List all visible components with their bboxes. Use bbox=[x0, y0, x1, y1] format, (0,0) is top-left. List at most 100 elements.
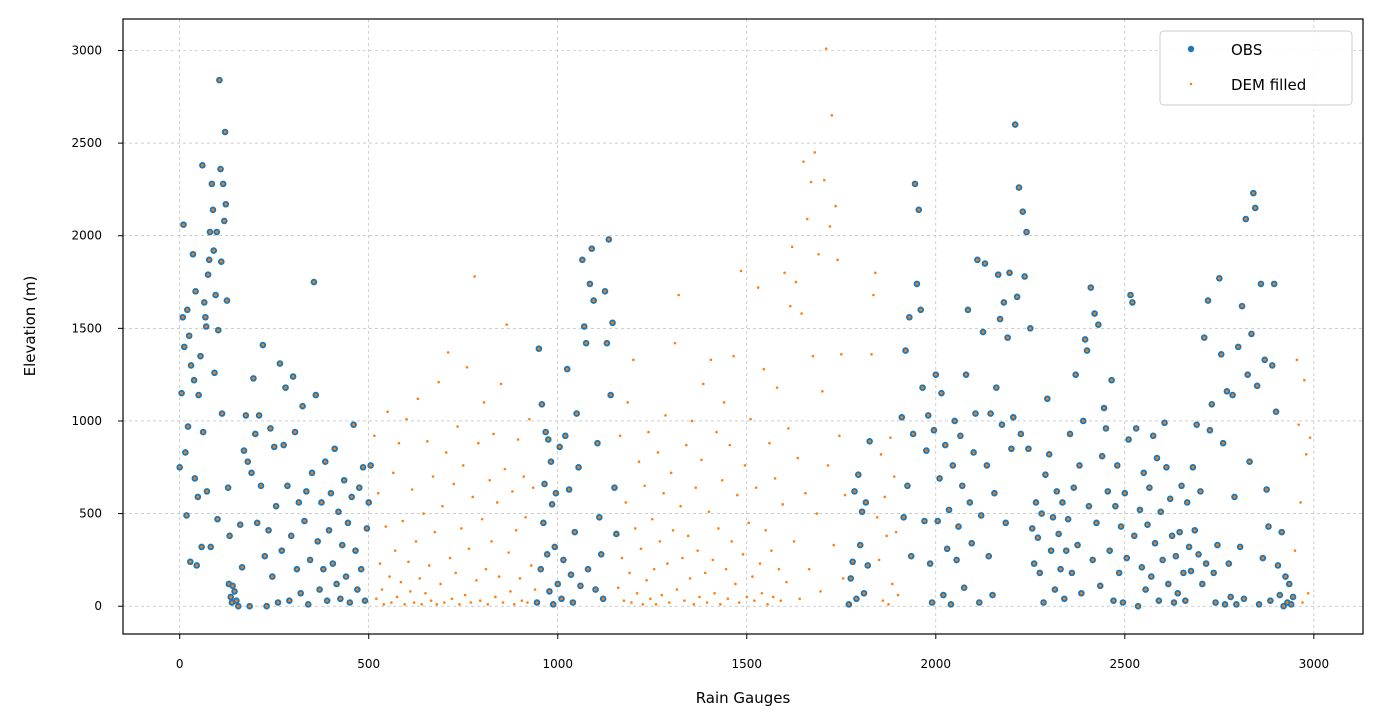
dem-point bbox=[684, 443, 688, 447]
obs-point bbox=[226, 532, 233, 540]
obs-point bbox=[866, 438, 873, 445]
obs-point bbox=[998, 421, 1006, 428]
obs-point bbox=[211, 369, 218, 377]
obs-point bbox=[1172, 552, 1180, 560]
dem-point bbox=[639, 547, 643, 551]
dem-point bbox=[700, 458, 703, 462]
obs-point bbox=[1066, 430, 1074, 438]
obs-point bbox=[1155, 597, 1163, 604]
obs-point bbox=[194, 493, 202, 501]
obs-point bbox=[182, 449, 189, 456]
obs-point bbox=[340, 476, 348, 484]
dem-point bbox=[877, 558, 881, 562]
dem-point bbox=[802, 160, 805, 163]
obs-point bbox=[1231, 493, 1238, 501]
obs-point bbox=[549, 601, 557, 608]
obs-point bbox=[257, 482, 265, 490]
dem-point bbox=[499, 382, 503, 386]
dem-point bbox=[407, 560, 410, 564]
obs-point bbox=[849, 558, 856, 566]
dem-point bbox=[669, 471, 673, 475]
obs-point bbox=[1267, 597, 1274, 604]
obs-point bbox=[994, 271, 1002, 278]
obs-point bbox=[898, 413, 906, 421]
dem-point bbox=[737, 601, 741, 604]
obs-point bbox=[542, 428, 549, 436]
obs-point bbox=[1149, 432, 1157, 440]
dem-point bbox=[839, 352, 843, 356]
obs-point bbox=[533, 599, 541, 606]
dem-point bbox=[711, 558, 715, 562]
obs-point bbox=[1219, 439, 1227, 447]
obs-point bbox=[548, 501, 556, 508]
obs-point bbox=[992, 384, 1000, 391]
obs-point bbox=[310, 278, 318, 286]
dem-point bbox=[822, 178, 826, 182]
obs-point bbox=[547, 458, 555, 466]
obs-point bbox=[1217, 350, 1225, 358]
obs-point bbox=[579, 256, 586, 264]
obs-point bbox=[1187, 567, 1195, 575]
obs-point bbox=[546, 588, 553, 595]
obs-point bbox=[295, 499, 303, 506]
dem-point bbox=[645, 578, 648, 582]
obs-point bbox=[983, 462, 991, 469]
obs-point bbox=[329, 560, 337, 567]
obs-point bbox=[1078, 589, 1085, 597]
obs-point bbox=[1085, 502, 1093, 510]
obs-point bbox=[335, 508, 342, 516]
obs-point bbox=[205, 256, 213, 264]
obs-point bbox=[342, 573, 350, 580]
dem-point bbox=[794, 280, 798, 284]
dem-point bbox=[836, 258, 839, 262]
grid-lines bbox=[123, 19, 1363, 634]
obs-point bbox=[269, 573, 276, 580]
obs-point bbox=[611, 484, 618, 491]
obs-point bbox=[1212, 599, 1219, 606]
dem-point bbox=[1308, 436, 1312, 439]
dem-point bbox=[756, 286, 760, 289]
obs-point bbox=[1242, 215, 1250, 223]
y-tick-label: 1000 bbox=[71, 414, 102, 428]
dem-point bbox=[632, 358, 635, 362]
dem-point bbox=[796, 456, 800, 460]
obs-point bbox=[238, 564, 246, 571]
x-tick-label: 2000 bbox=[921, 657, 952, 671]
obs-point bbox=[909, 430, 917, 438]
dem-point bbox=[641, 603, 645, 606]
obs-point bbox=[204, 271, 212, 278]
obs-point bbox=[603, 339, 611, 347]
obs-point bbox=[363, 525, 371, 532]
obs-point bbox=[862, 499, 870, 506]
dem-point bbox=[452, 482, 456, 486]
obs-point bbox=[253, 519, 261, 527]
obs-point bbox=[1166, 495, 1174, 503]
dem-point bbox=[743, 464, 747, 467]
obs-point bbox=[1223, 388, 1231, 395]
obs-point bbox=[932, 371, 940, 378]
dem-point bbox=[891, 582, 894, 586]
obs-point bbox=[1147, 573, 1155, 580]
obs-point bbox=[599, 595, 607, 603]
dem-point bbox=[707, 510, 711, 514]
dem-point bbox=[705, 601, 709, 604]
dem-point bbox=[494, 595, 497, 599]
dem-point bbox=[405, 417, 408, 421]
obs-point bbox=[535, 345, 543, 353]
obs-point bbox=[1125, 436, 1132, 443]
obs-point bbox=[902, 347, 909, 354]
obs-point bbox=[1027, 325, 1034, 332]
obs-point bbox=[197, 352, 204, 360]
y-tick-label: 2000 bbox=[71, 229, 102, 243]
obs-point bbox=[1227, 593, 1234, 601]
dem-point bbox=[760, 591, 764, 595]
dem-point bbox=[832, 543, 836, 547]
dem-point bbox=[872, 293, 875, 297]
obs-point bbox=[1104, 488, 1112, 495]
obs-point bbox=[1038, 510, 1045, 517]
obs-point bbox=[359, 463, 367, 471]
y-axis-ticks: 0 500 1000 1500 2000 2500 3000 bbox=[71, 43, 123, 613]
x-axis-label: Rain Gauges bbox=[696, 689, 791, 707]
dem-point bbox=[410, 488, 414, 491]
